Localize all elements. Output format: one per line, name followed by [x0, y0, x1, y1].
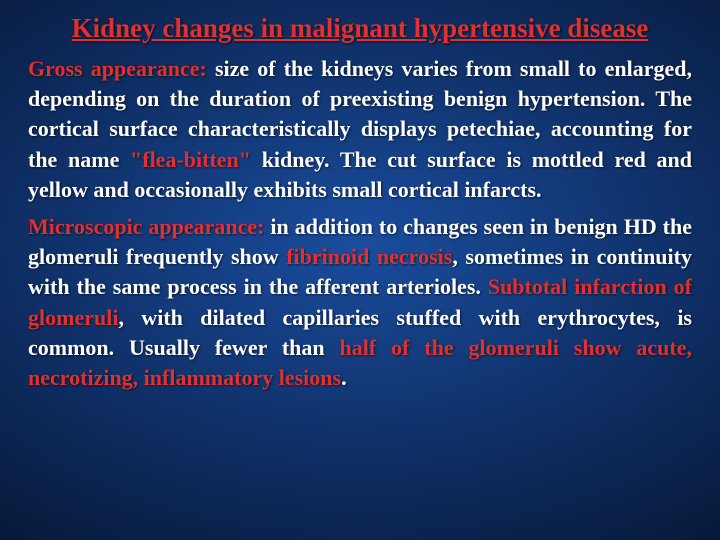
slide: Kidney changes in malignant hypertensive…: [0, 0, 720, 540]
text-run: .: [341, 365, 347, 390]
paragraph-gross: Gross appearance: size of the kidneys va…: [28, 54, 692, 206]
paragraph-microscopic: Microscopic appearance: in addition to c…: [28, 212, 692, 394]
highlight-flea-bitten: "flea-bitten": [130, 147, 251, 172]
highlight-fibrinoid: fibrinoid necrosis: [286, 244, 452, 269]
slide-title: Kidney changes in malignant hypertensive…: [28, 12, 692, 46]
section-label-microscopic: Microscopic appearance:: [28, 214, 264, 239]
section-label-gross: Gross appearance:: [28, 56, 207, 81]
